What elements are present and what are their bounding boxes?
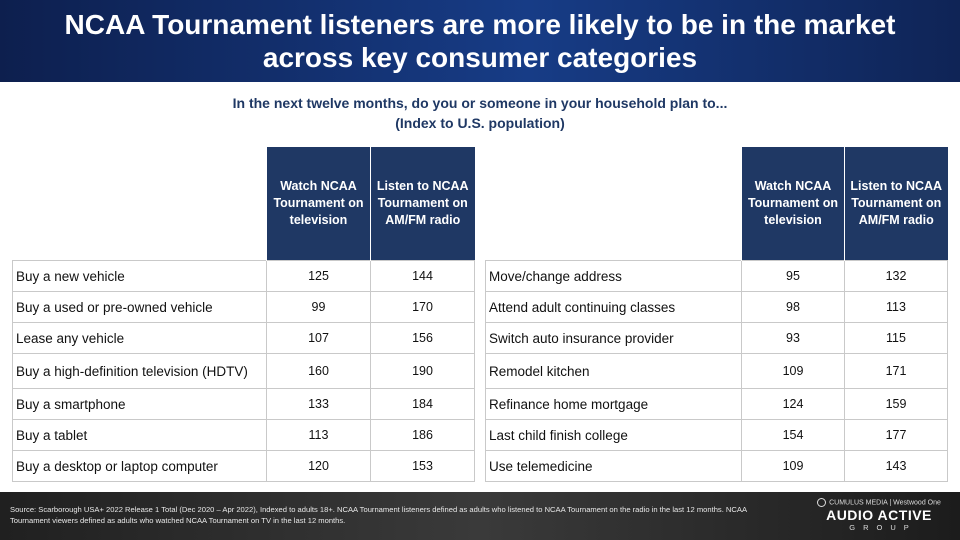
radio-index: 170	[370, 291, 475, 323]
divider: |	[889, 499, 894, 507]
header-radio: Listen to NCAA Tournament on AM/FM radio	[844, 147, 948, 261]
table-row: Use telemedicine 109 143	[485, 450, 948, 482]
table-row: Refinance home mortgage 124 159	[485, 388, 948, 420]
row-label: Buy a high-definition television (HDTV)	[12, 353, 267, 389]
title-banner: NCAA Tournament listeners are more likel…	[0, 0, 960, 82]
radio-index: 190	[370, 353, 475, 389]
table-row: Switch auto insurance provider 93 115	[485, 322, 948, 354]
row-label: Remodel kitchen	[485, 353, 742, 389]
table-row: Move/change address 95 132	[485, 260, 948, 292]
table-row: Buy a high-definition television (HDTV) …	[12, 353, 475, 389]
table-row: Buy a new vehicle 125 144	[12, 260, 475, 292]
row-label: Move/change address	[485, 260, 742, 292]
subtitle-question: In the next twelve months, do you or som…	[232, 95, 728, 111]
tv-index: 95	[741, 260, 845, 292]
brand-cumulus: CUMULUS MEDIA	[829, 499, 888, 507]
brand-partners: CUMULUS MEDIA | Westwood One	[814, 498, 944, 507]
subtitle-index-note: (Index to U.S. population)	[395, 115, 565, 131]
tv-index: 120	[266, 450, 371, 482]
right-index-table: Watch NCAA Tournament on television List…	[485, 147, 948, 482]
row-label: Buy a new vehicle	[12, 260, 267, 292]
header-radio: Listen to NCAA Tournament on AM/FM radio	[370, 147, 475, 261]
table-row: Lease any vehicle 107 156	[12, 322, 475, 354]
radio-index: 159	[844, 388, 948, 420]
tv-index: 93	[741, 322, 845, 354]
page-title: NCAA Tournament listeners are more likel…	[64, 9, 896, 73]
row-label: Lease any vehicle	[12, 322, 267, 354]
row-label: Use telemedicine	[485, 450, 742, 482]
tv-index: 107	[266, 322, 371, 354]
left-index-table: Watch NCAA Tournament on television List…	[12, 147, 475, 482]
tv-index: 133	[266, 388, 371, 420]
radio-index: 186	[370, 419, 475, 451]
source-note: Source: Scarborough USA+ 2022 Release 1 …	[10, 505, 747, 525]
tv-index: 125	[266, 260, 371, 292]
row-label: Attend adult continuing classes	[485, 291, 742, 323]
table-row: Attend adult continuing classes 98 113	[485, 291, 948, 323]
tv-index: 160	[266, 353, 371, 389]
radio-index: 143	[844, 450, 948, 482]
blank-header-cell	[13, 147, 267, 261]
table-row: Buy a desktop or laptop computer 120 153	[12, 450, 475, 482]
blank-header-cell	[486, 147, 742, 261]
tv-index: 109	[741, 353, 845, 389]
row-label: Switch auto insurance provider	[485, 322, 742, 354]
tv-index: 113	[266, 419, 371, 451]
cumulus-icon	[817, 498, 827, 507]
brand-logo: CUMULUS MEDIA | Westwood One AUDIO ACTIV…	[814, 498, 944, 536]
row-label: Refinance home mortgage	[485, 388, 742, 420]
header-tv: Watch NCAA Tournament on television	[266, 147, 371, 261]
table-row: Buy a tablet 113 186	[12, 419, 475, 451]
row-label: Last child finish college	[485, 419, 742, 451]
radio-index: 113	[844, 291, 948, 323]
row-label: Buy a smartphone	[12, 388, 267, 420]
radio-index: 144	[370, 260, 475, 292]
row-label: Buy a desktop or laptop computer	[12, 450, 267, 482]
footer-bar: Source: Scarborough USA+ 2022 Release 1 …	[0, 492, 960, 540]
row-label: Buy a tablet	[12, 419, 267, 451]
tv-index: 124	[741, 388, 845, 420]
brand-westwood: Westwood One	[893, 499, 941, 507]
tv-index: 109	[741, 450, 845, 482]
header-tv: Watch NCAA Tournament on television	[741, 147, 845, 261]
brand-group: GROUP	[849, 523, 917, 533]
table-row: Buy a smartphone 133 184	[12, 388, 475, 420]
radio-index: 115	[844, 322, 948, 354]
question-subtitle: In the next twelve months, do you or som…	[0, 93, 960, 133]
radio-index: 177	[844, 419, 948, 451]
row-label: Buy a used or pre-owned vehicle	[12, 291, 267, 323]
tv-index: 98	[741, 291, 845, 323]
tv-index: 99	[266, 291, 371, 323]
radio-index: 184	[370, 388, 475, 420]
radio-index: 132	[844, 260, 948, 292]
table-row: Remodel kitchen 109 171	[485, 353, 948, 389]
radio-index: 171	[844, 353, 948, 389]
radio-index: 153	[370, 450, 475, 482]
brand-name: AUDIO ACTIVE	[826, 507, 932, 524]
table-row: Buy a used or pre-owned vehicle 99 170	[12, 291, 475, 323]
radio-index: 156	[370, 322, 475, 354]
tv-index: 154	[741, 419, 845, 451]
table-row: Last child finish college 154 177	[485, 419, 948, 451]
